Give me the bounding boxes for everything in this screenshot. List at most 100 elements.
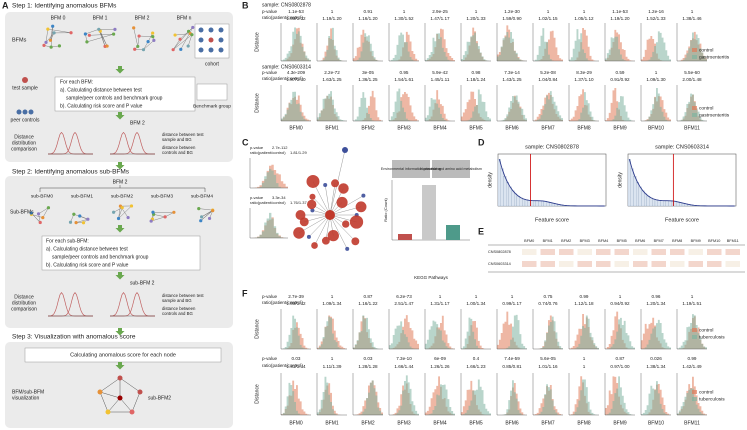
ratio: 1.54/1.61 — [394, 77, 414, 82]
network-edge — [107, 397, 121, 413]
ratio: 0.99/1.17 — [502, 301, 522, 306]
histogram — [569, 92, 599, 121]
group-header — [432, 160, 470, 178]
axes — [352, 309, 383, 350]
histogram-bar — [649, 197, 653, 207]
histogram — [281, 382, 311, 415]
network-node — [81, 221, 86, 225]
ratio: 1.05/1.12 — [574, 16, 594, 21]
network-edge — [173, 34, 193, 50]
network-edge — [187, 34, 193, 47]
y-axis-label: density — [487, 172, 493, 188]
network-edge — [314, 214, 331, 246]
x-category-label: BFM6 — [505, 125, 519, 131]
axes — [640, 309, 671, 350]
x-category-label: BFM6 — [505, 420, 519, 426]
ratio: 1.00/1.34 — [466, 301, 486, 306]
x-category-label: BFM9 — [613, 125, 627, 131]
selected-bfm: BFM 2 — [130, 120, 145, 126]
person — [208, 27, 214, 33]
histogram-bar — [665, 200, 669, 207]
selected-sub-bfm: sub-BFM 2 — [130, 280, 155, 286]
legend-label: control — [699, 105, 713, 111]
table-cell-shade — [522, 249, 537, 255]
histogram — [353, 380, 383, 415]
arrow — [115, 362, 125, 370]
note: distance between test — [162, 293, 204, 298]
p-value: 2.9e-25 — [432, 9, 448, 14]
ratio: 1.38/1.46 — [682, 16, 702, 21]
network-node — [323, 182, 328, 187]
legend-swatch — [692, 113, 697, 117]
step1-white-box — [54, 76, 196, 112]
test-sample-label: test sample — [12, 85, 38, 91]
p-label: p-value — [250, 195, 264, 200]
bracket — [39, 185, 206, 192]
histogram — [605, 88, 635, 121]
ratio: 1.12/1.18 — [574, 301, 594, 306]
p-value: 0.4 — [473, 356, 480, 361]
y-axis-label: Distance — [254, 384, 260, 404]
x-category-label: BFM4 — [433, 420, 447, 426]
network-edge — [308, 214, 331, 238]
network-node — [163, 215, 167, 219]
arrow — [115, 66, 125, 74]
ratio-label: ratio(patient/control) — [262, 76, 303, 81]
ratio-label: ratio(patient/control) — [262, 363, 303, 368]
network-node — [69, 31, 73, 35]
network-edge — [298, 214, 331, 234]
axes — [280, 85, 311, 122]
panel-label: D — [478, 137, 485, 147]
network-edge — [131, 391, 141, 413]
box-line: For each sub-BFM: — [46, 238, 89, 244]
ratio: 0.91/0.92 — [610, 77, 630, 82]
network-node — [197, 206, 201, 211]
network-edge — [137, 36, 140, 47]
histogram — [317, 91, 347, 121]
legend-label: control — [699, 47, 713, 53]
histogram — [497, 380, 527, 415]
row-label: BFMs — [12, 37, 27, 43]
p-value: 1 — [691, 294, 694, 299]
ratio: 1.09/1.30 — [646, 77, 666, 82]
p-label: p-value — [262, 70, 278, 75]
ratio: 0.94/0.92 — [610, 301, 630, 306]
x-category-label: BFM3 — [397, 420, 411, 426]
legend-label: control — [699, 389, 713, 395]
network-node — [336, 196, 348, 209]
table-cell-shade — [522, 261, 537, 267]
axes — [352, 373, 383, 416]
p-value: 1.1e-53 — [288, 9, 304, 14]
histogram — [677, 388, 707, 415]
histogram — [605, 376, 635, 415]
axes — [604, 23, 635, 62]
ratio: 1.28/1.28 — [358, 364, 378, 369]
p-value: 1 — [403, 9, 406, 14]
histogram — [569, 315, 599, 349]
network-edge — [99, 391, 121, 399]
network-node — [173, 33, 177, 37]
network-edge — [172, 39, 181, 50]
ratio: 1.30/1.52 — [394, 16, 414, 21]
peer-icon — [28, 109, 34, 115]
person — [208, 47, 214, 53]
histogram — [461, 89, 491, 121]
p-value: 1 — [331, 356, 334, 361]
note: sample and BG — [162, 298, 192, 303]
network-node — [178, 37, 182, 41]
axes — [424, 373, 455, 416]
plot-title: sample: CNS0603314 — [655, 144, 709, 150]
axes — [640, 85, 671, 122]
legend-swatch — [692, 106, 697, 110]
histogram — [677, 32, 707, 61]
network-node — [112, 32, 116, 36]
column-header: BFM6 — [635, 239, 645, 243]
network-edge — [99, 391, 109, 413]
network-node — [338, 183, 349, 194]
ratio: 1.20/1.34 — [646, 301, 666, 306]
network-edge — [50, 26, 53, 41]
p-value: 0.03 — [364, 356, 373, 361]
network-edge — [119, 397, 133, 413]
histogram-bar — [638, 186, 642, 207]
x-category-label: BFM5 — [469, 125, 483, 131]
